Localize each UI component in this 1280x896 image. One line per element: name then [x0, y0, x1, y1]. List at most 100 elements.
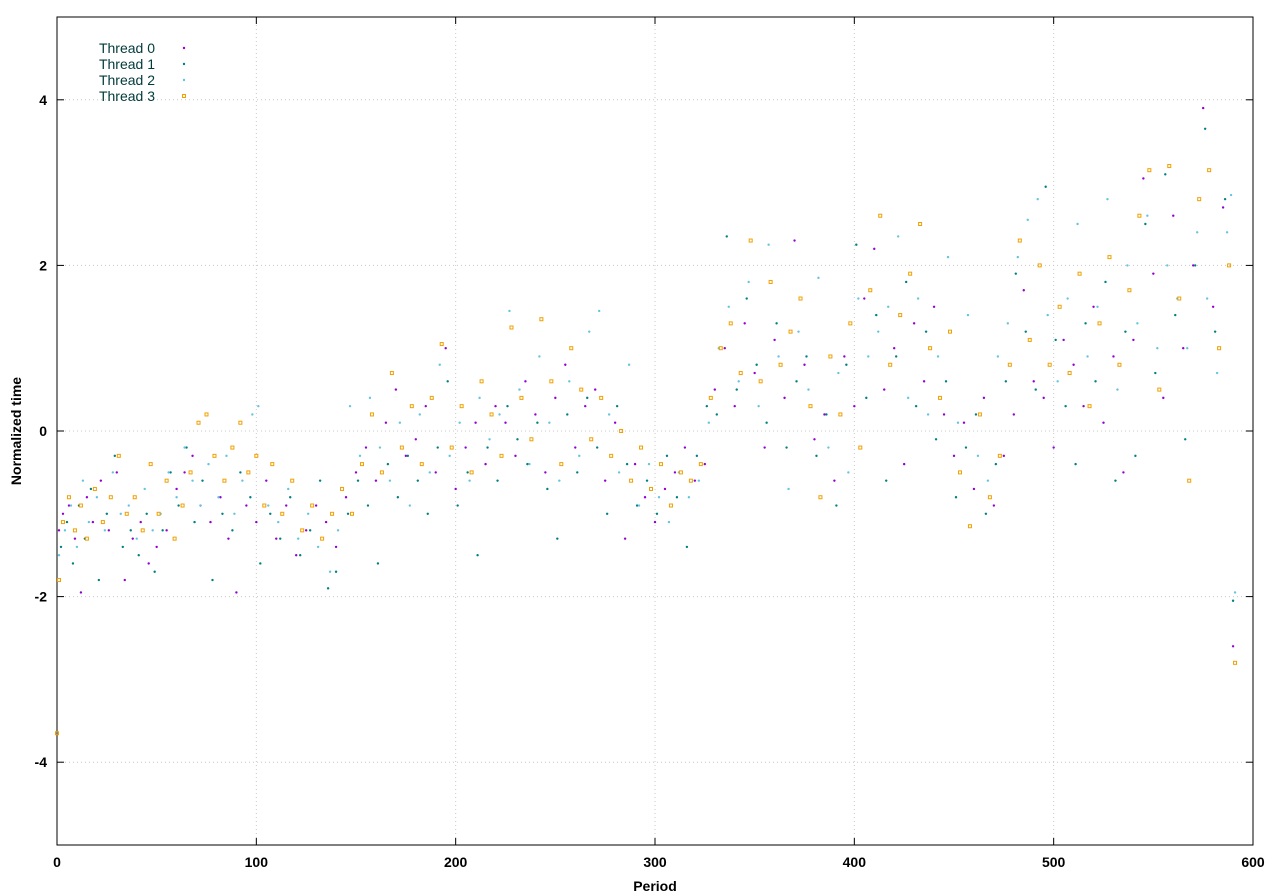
data-point	[103, 529, 107, 532]
data-point	[763, 446, 766, 449]
data-point	[169, 471, 172, 474]
data-point	[528, 462, 531, 466]
data-point	[478, 396, 481, 400]
data-point	[708, 395, 713, 400]
data-point	[688, 478, 693, 483]
data-point	[1057, 304, 1062, 309]
data-point	[619, 429, 624, 433]
legend-label: Thread 0	[99, 40, 155, 56]
data-point	[1046, 313, 1049, 317]
data-point	[1201, 106, 1205, 110]
data-point	[238, 420, 243, 425]
y-tick-label: -4	[35, 754, 48, 770]
data-point	[444, 347, 447, 350]
data-point	[75, 545, 79, 549]
y-tick-label: 2	[39, 257, 47, 273]
data-point	[57, 529, 61, 532]
data-point	[906, 396, 910, 400]
data-point	[655, 512, 659, 515]
data-point	[539, 317, 544, 322]
data-point	[296, 537, 300, 540]
data-point	[705, 404, 709, 408]
data-point	[838, 412, 843, 417]
data-point	[865, 396, 868, 400]
data-point	[738, 371, 743, 376]
data-point	[476, 554, 479, 557]
data-point	[1126, 264, 1129, 267]
data-point	[466, 471, 469, 474]
data-point	[629, 478, 634, 483]
data-point	[151, 529, 154, 532]
data-point	[837, 371, 840, 375]
data-point	[469, 470, 474, 475]
data-point	[66, 495, 71, 500]
data-point	[113, 454, 117, 458]
data-point	[548, 421, 551, 424]
data-point	[526, 462, 529, 466]
data-point	[597, 309, 601, 313]
data-point	[595, 446, 599, 449]
data-point	[623, 537, 627, 540]
data-point	[743, 322, 746, 325]
data-point	[643, 496, 647, 499]
data-point	[1231, 645, 1235, 648]
data-point	[645, 479, 649, 482]
data-point	[180, 503, 185, 508]
data-point	[129, 529, 132, 532]
data-point	[1177, 296, 1182, 301]
data-point	[386, 462, 390, 466]
data-point	[456, 504, 459, 507]
data-point	[605, 512, 609, 515]
data-point	[765, 421, 768, 424]
data-point	[1225, 231, 1229, 234]
data-point	[668, 503, 673, 508]
data-point	[529, 437, 534, 442]
data-point	[649, 486, 654, 491]
data-point	[957, 470, 962, 475]
data-point	[798, 296, 803, 301]
data-point	[745, 297, 748, 300]
data-point	[589, 437, 594, 442]
data-point	[376, 562, 380, 565]
data-point	[1074, 462, 1077, 466]
data-point	[79, 591, 83, 594]
data-point	[508, 309, 511, 313]
data-point	[1147, 168, 1152, 173]
data-point	[546, 487, 549, 491]
data-point	[374, 479, 378, 482]
data-point	[878, 213, 883, 218]
data-point	[848, 321, 853, 326]
data-point	[418, 413, 421, 416]
data-point	[697, 479, 701, 482]
data-point	[728, 321, 733, 326]
data-point	[84, 536, 89, 541]
data-point	[262, 503, 267, 508]
data-point	[111, 471, 115, 474]
data-point	[131, 537, 134, 540]
data-point	[446, 380, 449, 383]
data-point	[177, 504, 180, 507]
data-point	[1027, 337, 1032, 342]
data-point	[904, 280, 908, 284]
data-point	[388, 479, 392, 482]
data-point	[793, 239, 796, 242]
data-point	[1195, 231, 1199, 234]
data-point	[1054, 338, 1057, 342]
data-point	[885, 479, 888, 482]
data-point	[607, 413, 611, 416]
data-point	[105, 512, 109, 515]
data-point	[873, 247, 876, 251]
data-point	[479, 379, 484, 384]
data-point	[1154, 371, 1157, 375]
x-tick-label: 400	[843, 854, 867, 870]
data-point	[175, 496, 178, 499]
data-point	[269, 512, 272, 515]
data-point	[348, 404, 352, 408]
data-point	[635, 504, 639, 507]
data-point	[1092, 305, 1095, 308]
data-point	[1193, 264, 1197, 267]
data-point	[1066, 297, 1069, 300]
data-point	[1104, 280, 1107, 284]
data-point	[399, 445, 404, 450]
data-point	[267, 504, 270, 507]
